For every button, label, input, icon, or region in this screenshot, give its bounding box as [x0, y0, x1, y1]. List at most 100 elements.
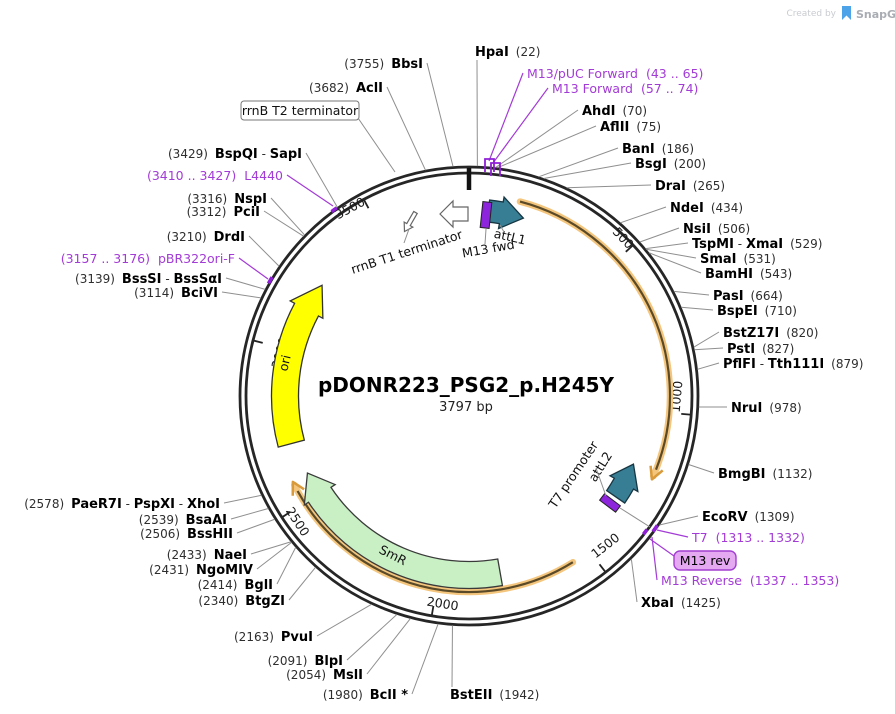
- insert-arc-forward-core: [519, 200, 672, 471]
- enzyme-label-bstz17i[interactable]: BstZ17I (820): [723, 326, 819, 341]
- feature-label-attl1[interactable]: attL1: [493, 226, 528, 248]
- leader-bamhi: [648, 252, 702, 274]
- primer-label-m13-rev[interactable]: M13 rev: [680, 553, 731, 568]
- feature-label-rrnb-t2-terminator[interactable]: rrnB T2 terminator: [242, 103, 359, 118]
- primer-label-m13-forward[interactable]: M13 Forward (57 .. 74): [552, 81, 698, 96]
- enzyme-label-bspqi-sapi[interactable]: (3429) BspQI - SapI: [168, 147, 302, 162]
- leader-bsgi: [543, 162, 632, 179]
- feature-rrnb-t1-terminator[interactable]: [400, 210, 420, 234]
- feature-connector-1: [484, 228, 487, 245]
- primer-site-bracket-0: [484, 158, 495, 172]
- enzyme-label-nspi[interactable]: (3316) NspI: [187, 192, 267, 207]
- enzyme-label-bmgbi[interactable]: BmgBI (1132): [718, 467, 812, 482]
- primer-label-m13-reverse[interactable]: M13 Reverse (1337 .. 1353): [661, 573, 839, 588]
- enzyme-label-drdi[interactable]: (3210) DrdI: [167, 230, 245, 245]
- primer-leader-pbr322ori-f: [238, 257, 269, 280]
- leader-ecorv: [659, 515, 699, 526]
- enzyme-label-xbai[interactable]: XbaI (1425): [641, 596, 721, 611]
- enzyme-label-pvui[interactable]: (2163) PvuI: [234, 630, 313, 645]
- enzyme-label-ndei[interactable]: NdeI (434): [670, 201, 743, 216]
- enzyme-label-pcii[interactable]: (3312) PciI: [187, 205, 260, 220]
- feature-label-ori[interactable]: ori: [275, 353, 293, 372]
- feature-connector-2: [595, 467, 607, 497]
- feature-ori[interactable]: [270, 284, 324, 448]
- enzyme-label-msli[interactable]: (2054) MslI: [286, 668, 363, 683]
- enzyme-label-nrui[interactable]: NruI (978): [731, 401, 802, 416]
- enzyme-label-nsii[interactable]: NsiI (506): [683, 222, 750, 237]
- leader-bstz17i: [693, 331, 720, 348]
- tick-mark-2500: [282, 511, 291, 518]
- enzyme-label-bsteii[interactable]: BstEII (1942): [450, 688, 539, 703]
- primer-leader-m13-forward: [492, 87, 549, 164]
- enzyme-label-psti[interactable]: PstI (827): [727, 342, 794, 357]
- enzyme-label-bamhi[interactable]: BamHI (543): [705, 267, 792, 282]
- tick-label-1500: 1500: [588, 530, 622, 561]
- enzyme-label-bsssi-bsss-i[interactable]: (3139) BssSI - BssSαI: [75, 272, 222, 287]
- feature-smr[interactable]: [303, 472, 504, 590]
- insert-arc-reverse-region-arrowhead: [291, 480, 305, 496]
- leader-bgli: [276, 547, 297, 585]
- enzyme-label-ecorv[interactable]: EcoRV (1309): [702, 510, 795, 525]
- enzyme-label-bani[interactable]: BanI (186): [622, 142, 694, 157]
- primer-leader-m13-rev: [649, 538, 675, 557]
- enzyme-label-naei[interactable]: (2433) NaeI: [167, 548, 247, 563]
- feature-attl2[interactable]: [605, 463, 639, 504]
- enzyme-label-bcivi[interactable]: (3114) BciVI: [134, 286, 218, 301]
- leader-paer7i-pspxi-xhoi: [223, 494, 262, 504]
- orf-arrow[interactable]: [439, 199, 469, 229]
- tick-mark-1000: [681, 412, 691, 416]
- primer-leader-m13-reverse: [651, 536, 658, 581]
- tick-mark-3500: [363, 199, 370, 209]
- tick-mark-3000: [253, 339, 263, 344]
- enzyme-label-bbsi[interactable]: (3755) BbsI: [344, 57, 423, 72]
- leader-bmgbi: [688, 464, 715, 474]
- enzyme-label-smai[interactable]: SmaI (531): [700, 252, 776, 267]
- enzyme-label-pasi[interactable]: PasI (664): [713, 289, 783, 304]
- primer-site-bracket-1: [490, 162, 501, 176]
- leader-pflfi-tth111i: [697, 362, 720, 370]
- enzyme-label-paer7i-pspxi-xhoi[interactable]: (2578) PaeR7I - PspXI - XhoI: [24, 497, 220, 512]
- tick-mark-1500: [598, 563, 606, 573]
- leader-rrnb-t2-terminator: [357, 117, 396, 173]
- insert-arc-forward-glow[interactable]: [516, 198, 674, 480]
- enzyme-label-aflii[interactable]: AflII (75): [600, 120, 661, 135]
- leader-bsaai: [230, 507, 269, 520]
- enzyme-label-bspei[interactable]: BspEI (710): [717, 304, 797, 319]
- primer-label-t7[interactable]: T7 (1313 .. 1332): [691, 530, 805, 545]
- enzyme-label-acli[interactable]: (3682) AclI: [309, 81, 383, 96]
- leader-naei: [250, 541, 292, 555]
- feature-box-rrnb-t2-terminator[interactable]: [240, 100, 360, 121]
- primer-leader-l4440: [286, 174, 334, 207]
- tick-label-500: 500: [610, 224, 637, 252]
- enzyme-label-hpai[interactable]: HpaI (22): [475, 45, 540, 60]
- enzyme-label-tspmi-xmai[interactable]: TspMI - XmaI (529): [692, 237, 822, 252]
- enzyme-label-bsshii[interactable]: (2506) BssHII: [140, 527, 233, 542]
- leader-bani: [538, 147, 619, 178]
- enzyme-label-bgli[interactable]: (2414) BglI: [198, 578, 273, 593]
- enzyme-label-ahdi[interactable]: AhdI (70): [582, 104, 647, 119]
- primer-label-pbr322ori-f[interactable]: (3157 .. 3176) pBR322ori-F: [61, 251, 235, 266]
- feature-t7-promoter[interactable]: [598, 493, 622, 513]
- enzyme-label-bsgi[interactable]: BsgI (200): [635, 157, 706, 172]
- primer-label-m13-puc-forward[interactable]: M13/pUC Forward (43 .. 65): [527, 66, 703, 81]
- enzyme-label-bcli[interactable]: (1980) BclI *: [323, 688, 408, 703]
- enzyme-label-ngomiv[interactable]: (2431) NgoMIV: [149, 563, 253, 578]
- enzyme-label-pflfi-tth111i[interactable]: PflFI - Tth111I (879): [723, 357, 863, 372]
- feature-label-m13-fwd[interactable]: M13 fwd: [461, 237, 516, 261]
- enzyme-label-drai[interactable]: DraI (265): [655, 179, 725, 194]
- primer-site-mark-0: [651, 524, 659, 533]
- enzyme-label-btgzi[interactable]: (2340) BtgZI: [198, 594, 285, 609]
- leader-pasi: [673, 290, 710, 296]
- feature-connector-4: [499, 224, 505, 233]
- enzyme-label-blpi[interactable]: (2091) BlpI: [268, 654, 343, 669]
- primer-box-m13-rev[interactable]: [673, 550, 737, 571]
- primer-label-l4440[interactable]: (3410 .. 3427) L4440: [147, 168, 283, 183]
- enzyme-label-bsaai[interactable]: (2539) BsaAI: [139, 513, 227, 528]
- feature-m13-fwd[interactable]: [479, 201, 493, 229]
- snapgene-flag-icon: [842, 6, 851, 20]
- primer-site-mark-2: [330, 206, 338, 213]
- leader-nsii: [639, 227, 680, 243]
- leader-bcivi: [221, 291, 262, 299]
- leader-blpi: [346, 614, 398, 661]
